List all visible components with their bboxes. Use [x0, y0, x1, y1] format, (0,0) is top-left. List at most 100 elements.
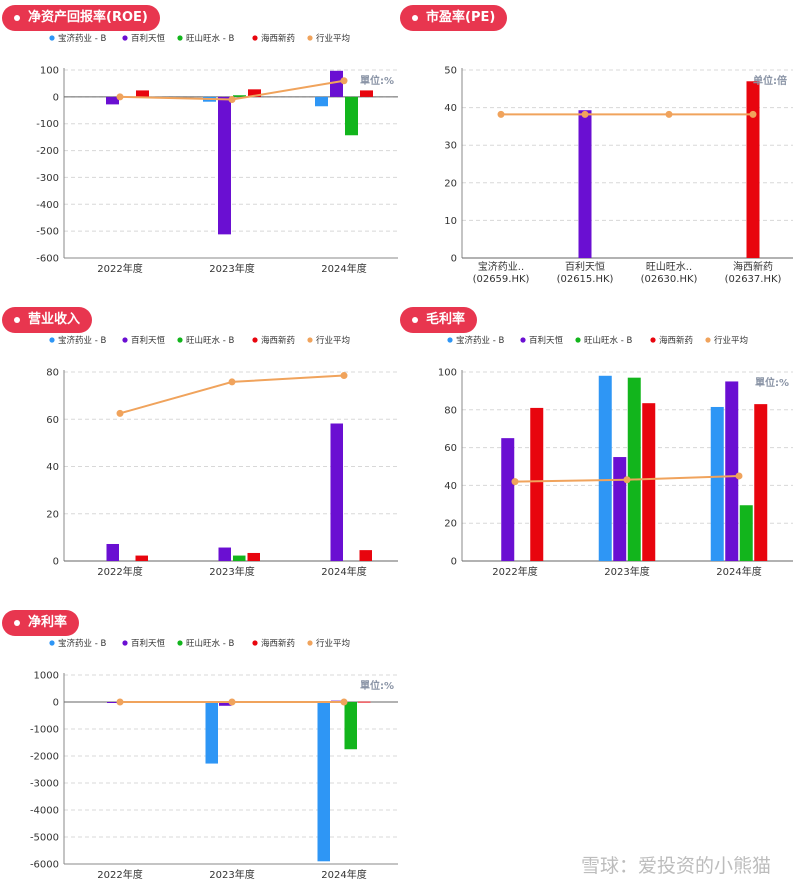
net-margin-title-text: 净利率 — [28, 615, 68, 630]
y-tick-label: -2000 — [30, 752, 59, 763]
average-point — [340, 698, 348, 706]
bar — [754, 404, 768, 561]
pe-title-text: 市盈率(PE) — [426, 10, 496, 25]
bar — [330, 423, 343, 561]
y-tick-label: -100 — [36, 119, 59, 130]
roe-title-text: 净资产回报率(ROE) — [28, 10, 148, 25]
bar — [205, 702, 218, 764]
x-tick-label: 2024年度 — [321, 868, 366, 881]
x-tick-label: (02630.HK) — [641, 274, 698, 285]
x-tick-label: 2022年度 — [97, 868, 142, 881]
y-tick-label: 80 — [444, 405, 457, 416]
title-dot-icon — [14, 620, 20, 626]
y-tick-label: -3000 — [30, 779, 59, 790]
legend-marker — [252, 337, 258, 343]
legend-label: 宝济药业 - B — [58, 638, 106, 649]
average-point — [497, 110, 505, 118]
average-point — [116, 409, 124, 417]
x-tick-label: 海西新药 — [733, 260, 773, 273]
y-tick-label: 80 — [46, 368, 59, 379]
legend-label: 行业平均 — [714, 335, 748, 346]
bar — [107, 702, 120, 703]
unit-label: 单位:倍 — [753, 74, 787, 87]
legend-label: 宝济药业 - B — [58, 33, 106, 44]
title-dot-icon — [412, 15, 418, 21]
bar — [613, 457, 627, 561]
bar — [627, 377, 641, 561]
bar — [360, 90, 373, 97]
legend-marker — [122, 35, 128, 41]
bar — [359, 550, 372, 561]
x-tick-label: 2024年度 — [321, 262, 366, 275]
y-tick-label: 100 — [40, 66, 59, 77]
legend-marker — [177, 337, 183, 343]
legend-label: 海西新药 — [261, 335, 295, 346]
x-tick-label: 2023年度 — [209, 565, 254, 578]
average-point — [665, 110, 673, 118]
y-tick-label: 0 — [53, 698, 59, 709]
revenue-chart-title: 营业收入 — [2, 307, 93, 333]
x-tick-label: 百利天恒 — [565, 260, 605, 273]
x-tick-label: (02637.HK) — [725, 274, 782, 285]
legend-marker — [49, 640, 55, 646]
bar — [642, 403, 656, 561]
net-margin-chart-title: 净利率 — [2, 610, 80, 636]
unit-label: 單位:% — [360, 679, 394, 692]
legend-label: 行业平均 — [316, 638, 350, 649]
x-tick-label: 旺山旺水.. — [646, 261, 692, 273]
legend-label: 宝济药业 - B — [58, 335, 106, 346]
y-tick-label: -200 — [36, 146, 59, 157]
bar — [233, 555, 246, 561]
y-tick-label: 60 — [46, 415, 59, 426]
x-tick-label: 2023年度 — [209, 868, 254, 881]
y-tick-label: 100 — [438, 368, 457, 379]
legend-label: 百利天恒 — [529, 335, 564, 346]
title-dot-icon — [14, 317, 20, 323]
bar — [317, 702, 330, 862]
legend-marker — [252, 640, 258, 646]
y-tick-label: -5000 — [30, 833, 59, 844]
y-tick-label: 0 — [53, 92, 59, 103]
average-point — [116, 698, 124, 706]
legend-marker — [122, 640, 128, 646]
legend-marker — [177, 640, 183, 646]
y-tick-label: -300 — [36, 173, 59, 184]
average-point — [228, 378, 236, 386]
bar — [247, 552, 260, 561]
bar — [315, 96, 328, 107]
legend-label: 行业平均 — [316, 335, 350, 346]
y-tick-label: 0 — [451, 254, 457, 265]
y-tick-label: 1000 — [34, 671, 59, 682]
average-point — [340, 372, 348, 380]
bar — [106, 543, 119, 561]
bar — [358, 701, 371, 703]
legend-label: 海西新药 — [659, 335, 693, 346]
unit-label: 單位:% — [755, 376, 789, 389]
y-tick-label: 20 — [444, 519, 457, 530]
bar — [725, 381, 739, 561]
legend-label: 旺山旺水 - B — [186, 335, 234, 346]
y-tick-label: 20 — [444, 178, 457, 189]
legend-marker — [49, 337, 55, 343]
roe-chart-title: 净资产回报率(ROE) — [2, 5, 160, 31]
x-tick-label: 2023年度 — [604, 565, 649, 578]
bar — [598, 375, 612, 561]
bar — [233, 95, 246, 97]
x-tick-label: 2023年度 — [209, 262, 254, 275]
bar — [330, 70, 343, 97]
gross-margin-title-text: 毛利率 — [426, 312, 466, 327]
legend-label: 行业平均 — [316, 33, 350, 44]
y-tick-label: 0 — [53, 557, 59, 568]
legend-marker — [447, 337, 453, 343]
legend-label: 海西新药 — [261, 638, 295, 649]
legend-marker — [122, 337, 128, 343]
bar — [218, 96, 231, 235]
x-tick-label: 宝济药业.. — [478, 260, 524, 273]
bar — [248, 89, 261, 97]
y-tick-label: -6000 — [30, 860, 59, 871]
average-point — [735, 472, 743, 480]
legend-label: 百利天恒 — [131, 638, 166, 649]
legend-marker — [252, 35, 258, 41]
average-point — [511, 478, 519, 486]
legend-marker — [177, 35, 183, 41]
